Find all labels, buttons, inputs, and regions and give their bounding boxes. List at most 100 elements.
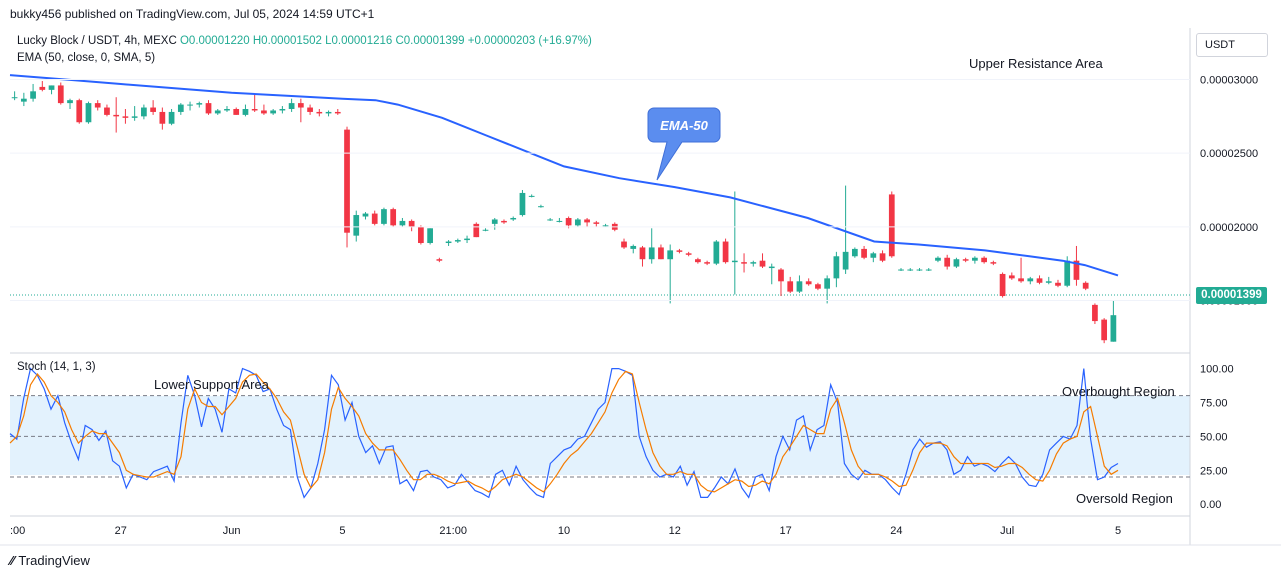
candle-body — [538, 206, 544, 208]
candle-body — [159, 111, 166, 124]
candle-body — [270, 110, 277, 114]
stoch-tick-label: 25.00 — [1200, 465, 1228, 477]
candle-body — [1055, 282, 1061, 286]
price-tick-label: 0.00002000 — [1200, 222, 1258, 234]
candle-body — [741, 262, 747, 264]
candle-body — [381, 209, 387, 224]
stoch-axis: 100.00 75.00 50.00 25.00 0.00 — [1200, 364, 1234, 512]
candle-body — [944, 257, 951, 267]
candle-body — [962, 259, 969, 261]
candle-body — [658, 247, 664, 260]
candle-body — [408, 220, 415, 227]
candle-body — [796, 281, 803, 292]
price-tick-label: 0.00002500 — [1200, 148, 1258, 160]
candle-body — [399, 220, 406, 226]
candle-body — [94, 103, 101, 108]
candle-body — [713, 241, 720, 264]
candle-body — [205, 103, 212, 114]
candle-body — [574, 219, 581, 226]
candle-body — [11, 97, 18, 99]
candle-body — [704, 262, 710, 264]
ohlc-values: O0.00001220 H0.00001502 L0.00001216 C0.0… — [179, 35, 592, 47]
oversold-label: Oversold Region — [1076, 491, 1173, 506]
candle-body — [20, 98, 27, 102]
candle-body — [1027, 278, 1034, 282]
candle-body — [279, 109, 286, 111]
candle-body — [1008, 275, 1015, 279]
time-axis: :00 27 Jun 5 21:00 10 12 17 24 Jul 5 — [10, 525, 1121, 537]
candle-body — [362, 213, 369, 217]
symbol-legend: Lucky Block / USDT, 4h, MEXC O0.00001220… — [17, 35, 592, 47]
stoch-tick-label: 50.00 — [1200, 431, 1228, 443]
candle-body — [39, 86, 46, 90]
candle-body — [916, 269, 923, 271]
candle-body — [141, 107, 147, 117]
candle-body — [972, 257, 978, 261]
candle-body — [131, 116, 138, 118]
candle-body — [731, 260, 738, 263]
stoch-levels — [10, 395, 1190, 478]
candle-body — [528, 195, 535, 197]
candle-body — [177, 104, 184, 112]
candle-body — [1045, 281, 1052, 283]
candle-body — [196, 103, 203, 105]
time-tick-label: :00 — [10, 525, 25, 537]
candle-body — [851, 248, 858, 257]
stoch-d-line — [9, 370, 1119, 493]
candle-body — [1082, 282, 1089, 289]
currency-button[interactable]: USDT — [1196, 33, 1268, 57]
ema-50-line — [9, 74, 1119, 277]
candle-body — [667, 250, 674, 260]
candle-body — [150, 107, 156, 112]
ema-legend: EMA (50, close, 0, SMA, 5) — [17, 52, 156, 64]
candle-body — [805, 281, 812, 285]
candle-body — [990, 262, 997, 264]
candle-body — [621, 241, 627, 248]
candle-body — [445, 241, 452, 244]
candle-body — [953, 259, 960, 267]
candle-body — [104, 107, 110, 115]
candle-body — [879, 253, 886, 261]
candle-body — [307, 107, 313, 112]
candle-body — [233, 109, 240, 115]
candle-body — [861, 248, 867, 258]
candle-body — [999, 273, 1006, 297]
candle-body — [787, 281, 794, 292]
candle-body — [870, 253, 877, 258]
overbought-label: Overbought Region — [1062, 384, 1175, 399]
candle-body — [1018, 278, 1024, 282]
time-tick-label: 10 — [558, 525, 570, 537]
candle-body — [510, 217, 517, 220]
ema-callout: EMA-50 — [647, 107, 721, 181]
symbol-name: Lucky Block / USDT, 4h, MEXC — [17, 35, 177, 47]
candle-body — [418, 226, 424, 244]
candle-body — [334, 111, 341, 114]
candle-body — [602, 225, 609, 227]
candle-body — [584, 219, 590, 223]
candle-body — [57, 85, 64, 104]
candle-body — [842, 251, 849, 270]
upper-resistance-label: Upper Resistance Area — [969, 56, 1103, 71]
tradingview-brand-text: TradingView — [18, 553, 90, 568]
candle-body — [593, 222, 600, 224]
tradingview-logo[interactable]: ⁄⁄ TradingView — [10, 553, 90, 568]
time-tick-label: 27 — [115, 525, 127, 537]
ema-callout-bubble — [647, 107, 721, 181]
time-tick-label: 21:00 — [439, 525, 467, 537]
candle-body — [482, 229, 489, 231]
time-tick-label: 17 — [779, 525, 791, 537]
candle-body — [925, 269, 932, 271]
candle-body — [325, 111, 332, 114]
candle-body — [30, 91, 36, 99]
time-tick-label: Jun — [223, 525, 241, 537]
candle-body — [685, 253, 692, 255]
candle-body — [297, 103, 304, 108]
candle-body — [224, 109, 230, 111]
stoch-tick-label: 75.00 — [1200, 397, 1228, 409]
candle-body — [1036, 278, 1043, 283]
candle-body — [750, 262, 757, 264]
ema-callout-text: EMA-50 — [660, 118, 708, 133]
candle-body — [768, 266, 775, 269]
candle-body — [824, 278, 831, 289]
